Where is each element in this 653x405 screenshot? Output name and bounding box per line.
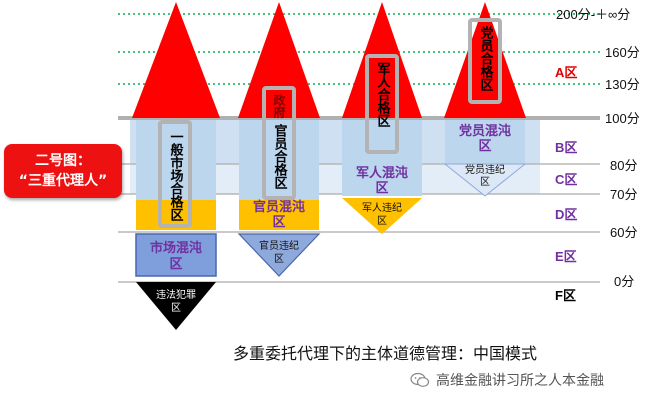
scale-label-80: 80分	[610, 158, 637, 173]
watermark: 高维金融讲习所之人本金融	[410, 370, 645, 390]
market-qualified-zone	[136, 120, 216, 200]
military-label-frame	[365, 54, 399, 154]
scale-label-70: 70分	[610, 187, 637, 202]
market-crime-zone	[136, 282, 216, 330]
market-chaos-line1: 市场混沌	[150, 240, 202, 256]
party-chaos-label: 党员混沌区	[459, 123, 511, 154]
zone-label-b: B区	[555, 140, 577, 155]
scale-label-60: 60分	[610, 225, 637, 240]
market-crime-line2: 区	[171, 302, 181, 314]
official-peak	[238, 2, 320, 118]
party-qualified-zone	[445, 120, 525, 164]
zone-label-d: D区	[555, 207, 577, 222]
military-chaos-line2: 区	[375, 181, 388, 196]
market-qualified-label: 一般市场合格区	[168, 130, 184, 222]
market-crime-line1: 违法犯罪	[156, 288, 196, 301]
tag-line-1: 二号图：	[35, 153, 91, 169]
market-chaos-line2: 区	[169, 257, 182, 272]
official-top-label: 政府	[272, 93, 286, 119]
wechat-icon	[410, 372, 430, 387]
official-violation-label: 官员违纪区	[259, 239, 299, 265]
official-violation-line2: 区	[274, 253, 284, 265]
party-qualified-label: 党员合格区	[478, 25, 494, 92]
zone-label-a: A区	[555, 65, 577, 80]
official-chaos-label: 官员混沌区	[253, 199, 305, 230]
market-chaos-label: 市场混沌区	[150, 240, 202, 272]
party-violation-label: 党员违纪区	[465, 163, 505, 188]
official-chaos-line2: 区	[272, 215, 285, 230]
military-violation-label: 军人违纪区	[362, 202, 402, 227]
party-violation-zone	[443, 163, 527, 197]
party-chaos-line2: 区	[478, 139, 491, 154]
party-peak	[444, 2, 526, 118]
watermark-text: 高维金融讲习所之人本金融	[436, 373, 604, 389]
three-agent-tag: 二号图： “三重代理人”	[4, 144, 122, 198]
market-crime-label: 违法犯罪区	[156, 288, 196, 314]
military-violation-line1: 军人违纪	[362, 202, 402, 214]
official-qualified-label: 官员合格区	[272, 123, 288, 190]
market-label-frame	[158, 120, 192, 228]
scale-label-100: 100分	[605, 111, 640, 126]
official-label-frame	[262, 86, 296, 200]
military-qualified-label: 军人合格区	[375, 62, 391, 128]
party-violation-line1: 党员违纪	[465, 163, 505, 176]
market-peak	[132, 2, 220, 118]
market-chaos-zone	[135, 233, 217, 277]
scale-label-200: 200分-＋∞分	[556, 7, 630, 22]
military-violation-zone	[342, 198, 422, 234]
official-violation-line1: 官员违纪	[259, 239, 299, 252]
party-chaos-line1: 党员混沌	[459, 123, 511, 139]
scale-label-160: 160分	[605, 45, 640, 60]
official-violation-zone	[237, 233, 321, 277]
party-violation-line2: 区	[480, 176, 490, 188]
military-chaos-label: 军人混沌区	[356, 165, 408, 196]
diagram-caption: 多重委托代理下的主体道德管理：中国模式	[232, 344, 537, 363]
military-peak	[342, 2, 422, 118]
zone-label-c: C区	[555, 172, 577, 187]
military-violation-line2: 区	[377, 215, 387, 227]
scale-label-130: 130分	[605, 77, 640, 92]
military-chaos-line1: 军人混沌	[356, 165, 408, 181]
party-label-frame	[468, 18, 502, 104]
official-yellow-zone	[239, 200, 319, 230]
tag-line-2: “三重代理人”	[18, 173, 108, 189]
zone-label-e: E区	[555, 249, 577, 264]
official-chaos-line1: 官员混沌	[253, 199, 305, 215]
zone-label-f: F区	[555, 288, 576, 303]
official-qualified-zone	[239, 120, 319, 200]
scale-label-0: 0分	[614, 274, 634, 289]
military-qualified-zone	[342, 120, 422, 196]
